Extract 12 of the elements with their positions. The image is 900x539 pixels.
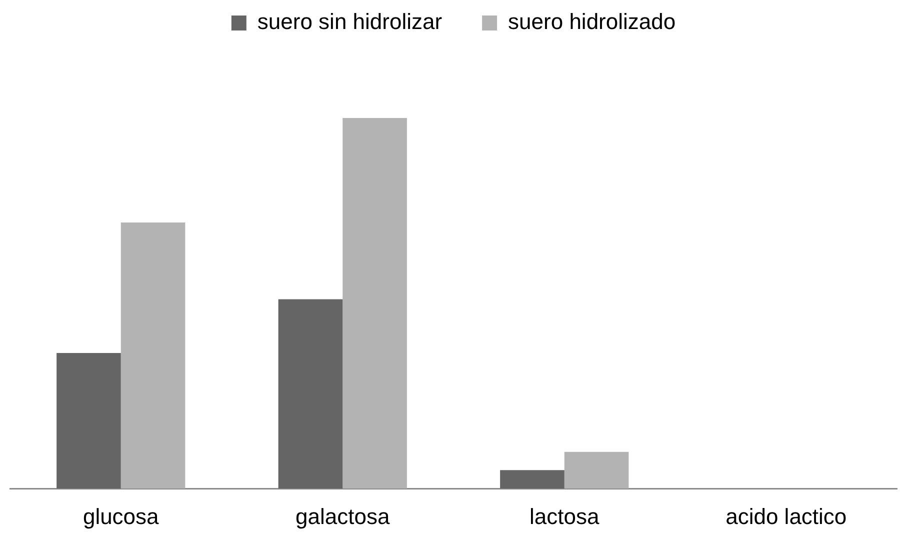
bar [56, 352, 121, 489]
bar [120, 222, 186, 489]
x-tick-label: acido lactico [726, 504, 847, 529]
bar [342, 118, 407, 489]
bar [278, 299, 343, 489]
x-tick-label: galactosa [296, 504, 390, 529]
bar [500, 470, 564, 489]
bar [564, 452, 629, 489]
legend-label: suero hidrolizado [508, 9, 676, 34]
x-tick-label: glucosa [82, 504, 160, 529]
x-tick-label: lactosa [530, 504, 600, 529]
legend-label: suero sin hidrolizar [257, 9, 442, 34]
